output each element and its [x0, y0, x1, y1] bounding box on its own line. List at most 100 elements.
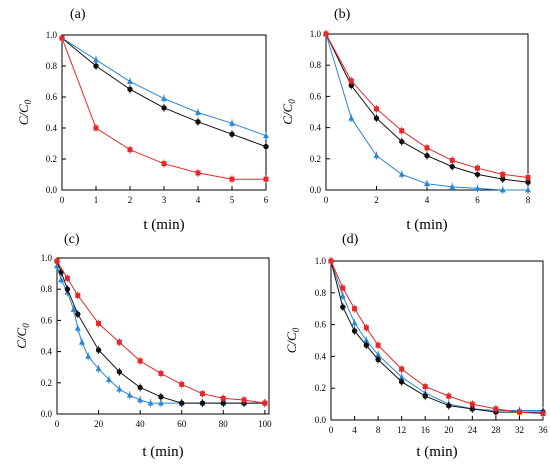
series-line: [61, 37, 267, 148]
y-axis-label: C/C0: [16, 99, 33, 125]
y-tick-label: 0.6: [315, 320, 327, 330]
x-tick-label: 4: [196, 195, 201, 205]
panel-label: (d): [342, 232, 359, 247]
data-point: [116, 385, 123, 392]
data-point: [399, 366, 405, 372]
data-point: [64, 286, 71, 292]
x-tick-label: 60: [177, 419, 187, 429]
x-tick-label: 5: [230, 195, 235, 205]
series-red: [54, 257, 268, 408]
series-line: [325, 33, 528, 191]
y-tick-label: 1.0: [315, 256, 327, 266]
data-point: [179, 400, 185, 406]
panel-c: 0.0 0.2 0.4 0.6 0.8 1.0 0 20 40 60 80 100 (c) t (min)…: [14, 232, 272, 460]
data-point: [137, 358, 143, 364]
series-line: [330, 260, 543, 411]
data-point: [340, 304, 346, 310]
data-point: [59, 35, 65, 41]
data-point: [351, 328, 358, 334]
data-point: [340, 285, 346, 291]
panel-label: (b): [334, 7, 351, 22]
series-line: [330, 260, 544, 415]
data-point: [323, 31, 329, 37]
data-point: [475, 165, 480, 171]
x-tick-label: 36: [539, 425, 549, 435]
data-point: [75, 292, 81, 298]
data-point: [474, 185, 481, 191]
data-point: [229, 176, 235, 182]
data-point: [446, 393, 452, 399]
data-point: [116, 369, 123, 375]
x-tick-label: 24: [468, 425, 478, 435]
data-point: [499, 186, 506, 193]
series-line: [56, 260, 265, 404]
data-point: [199, 391, 205, 397]
data-point: [351, 319, 358, 326]
x-tick-label: 20: [94, 419, 104, 429]
data-point: [85, 353, 92, 359]
data-point: [96, 321, 102, 327]
data-point: [157, 399, 164, 406]
y-tick-label: 0.0: [315, 415, 327, 425]
data-point: [229, 131, 235, 137]
x-tick-label: 0: [329, 425, 334, 435]
series-line: [56, 265, 265, 404]
data-point: [474, 171, 481, 178]
data-point: [127, 78, 133, 84]
data-point: [373, 152, 380, 159]
data-point: [220, 395, 226, 401]
data-point: [525, 186, 531, 193]
data-point: [137, 384, 143, 391]
data-point: [348, 78, 354, 84]
data-point: [195, 170, 201, 176]
x-axis-label: t (min): [143, 217, 184, 233]
data-point: [348, 115, 355, 121]
x-axis-label: t (min): [142, 444, 183, 460]
data-point: [263, 143, 269, 150]
data-point: [373, 115, 380, 121]
y-tick-label: 0.6: [310, 91, 322, 101]
data-point: [516, 409, 522, 415]
y-tick-label: 0.8: [41, 284, 53, 294]
y-tick-label: 1.0: [46, 30, 58, 40]
y-tick-label: 0.8: [310, 60, 322, 70]
data-point: [161, 95, 167, 101]
series-line: [61, 37, 267, 137]
data-point: [220, 400, 226, 406]
x-tick-label: 1: [94, 195, 99, 205]
data-point: [424, 145, 430, 151]
y-tick-label: 0.2: [41, 378, 52, 388]
data-point: [263, 132, 269, 139]
data-point: [195, 119, 201, 125]
data-point: [469, 401, 475, 407]
x-tick-label: 8: [376, 425, 381, 435]
data-point: [399, 138, 405, 145]
plot-frame: [330, 260, 544, 421]
data-point: [339, 292, 346, 299]
data-point: [328, 258, 334, 264]
data-point: [93, 125, 99, 131]
data-point: [70, 306, 77, 312]
x-tick-label: 8: [526, 195, 531, 205]
data-point: [375, 342, 381, 348]
y-tick-label: 0.8: [315, 288, 327, 298]
panel-a: 0.0 0.2 0.4 0.6 0.8 1.0 0 1 2 3 4 5 6 (a) t (min) C/C0: [16, 7, 269, 233]
series-black: [323, 30, 531, 187]
data-point: [147, 399, 154, 406]
series-black: [54, 257, 268, 408]
data-point: [469, 406, 476, 412]
series-red: [323, 30, 531, 182]
series-black: [328, 257, 546, 417]
data-point: [363, 342, 370, 348]
x-tick-label: 6: [264, 195, 269, 205]
data-point: [262, 400, 268, 406]
panel-b: 0.0 0.2 0.4 0.6 0.8 1.0 0 2 4 6 8 (b) t (min) C/C0: [280, 7, 531, 233]
data-point: [161, 161, 167, 167]
series-red: [328, 257, 546, 418]
y-tick-label: 0.0: [46, 185, 58, 195]
x-tick-label: 32: [515, 425, 524, 435]
data-point: [525, 179, 531, 185]
x-tick-label: 40: [136, 419, 146, 429]
x-axis-label: t (min): [416, 444, 457, 460]
